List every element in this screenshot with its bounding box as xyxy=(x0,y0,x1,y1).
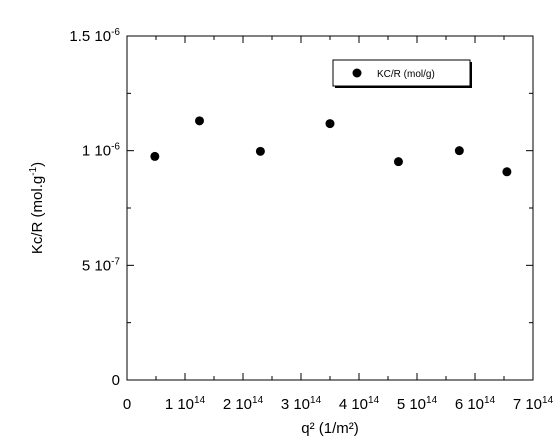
data-points xyxy=(150,116,512,177)
data-point xyxy=(195,116,204,126)
legend-box-shadow-right xyxy=(470,62,472,88)
data-point xyxy=(325,119,335,129)
x-tick-exponent: 14 xyxy=(194,395,206,406)
x-axis-label: q² (1/m²) xyxy=(301,420,359,437)
y-tick-mantissa: 1.5 10 xyxy=(69,28,111,45)
y-tick-mantissa: 0 xyxy=(112,372,120,389)
y-tick-exponent: -6 xyxy=(111,142,120,153)
x-tick-mantissa: 7 10 xyxy=(513,396,542,413)
x-tick-label: 1 1014 xyxy=(165,395,206,413)
y-axis-label-sup: -1 xyxy=(28,166,39,175)
x-tick-exponent: 14 xyxy=(542,395,554,406)
y-axis-label-main: Kc/R (mol.g xyxy=(29,176,46,254)
y-tick-mantissa: 5 10 xyxy=(82,257,111,274)
x-tick-label: 4 1014 xyxy=(339,395,380,413)
x-tick-label: 7 1014 xyxy=(513,395,554,413)
y-tick-label: 5 10-7 xyxy=(82,256,121,274)
y-axis-label: Kc/R (mol.g-1) xyxy=(28,162,46,254)
x-tick-exponent: 14 xyxy=(426,395,438,406)
legend-box-shadow-bottom xyxy=(335,86,472,88)
x-tick-mantissa: 3 10 xyxy=(281,396,310,413)
x-tick-exponent: 14 xyxy=(252,395,264,406)
plot-frame xyxy=(126,35,534,381)
y-axis-label-tail: ) xyxy=(29,162,46,167)
data-point xyxy=(454,146,464,156)
x-tick-mantissa: 6 10 xyxy=(455,396,484,413)
legend-label: KC/R (mol/g) xyxy=(377,69,435,80)
x-tick-label: 6 1014 xyxy=(455,395,496,413)
x-tick-label: 5 1014 xyxy=(397,395,438,413)
x-tick-label: 2 1014 xyxy=(223,395,264,413)
x-tick-label: 0 xyxy=(123,396,131,413)
y-axis-ticks: 05 10-71 10-61.5 10-6 xyxy=(69,27,533,389)
data-point xyxy=(502,167,512,177)
y-tick-label: 1 10-6 xyxy=(82,142,121,160)
x-tick-mantissa: 4 10 xyxy=(339,396,368,413)
data-point xyxy=(255,146,265,156)
legend: KC/R (mol/g) xyxy=(332,59,472,88)
y-tick-exponent: -7 xyxy=(111,256,120,267)
data-point xyxy=(393,157,403,167)
x-tick-mantissa: 2 10 xyxy=(223,396,252,413)
y-tick-mantissa: 1 10 xyxy=(82,143,111,160)
x-tick-mantissa: 5 10 xyxy=(397,396,426,413)
x-tick-exponent: 14 xyxy=(368,395,380,406)
x-tick-mantissa: 0 xyxy=(123,396,131,413)
x-tick-label: 3 1014 xyxy=(281,395,322,413)
x-tick-exponent: 14 xyxy=(310,395,322,406)
y-tick-label: 0 xyxy=(112,372,120,389)
data-point xyxy=(150,151,160,161)
legend-marker xyxy=(352,68,362,78)
x-tick-exponent: 14 xyxy=(484,395,496,406)
x-tick-mantissa: 1 10 xyxy=(165,396,194,413)
y-tick-exponent: -6 xyxy=(111,27,120,38)
y-tick-label: 1.5 10-6 xyxy=(69,27,120,45)
